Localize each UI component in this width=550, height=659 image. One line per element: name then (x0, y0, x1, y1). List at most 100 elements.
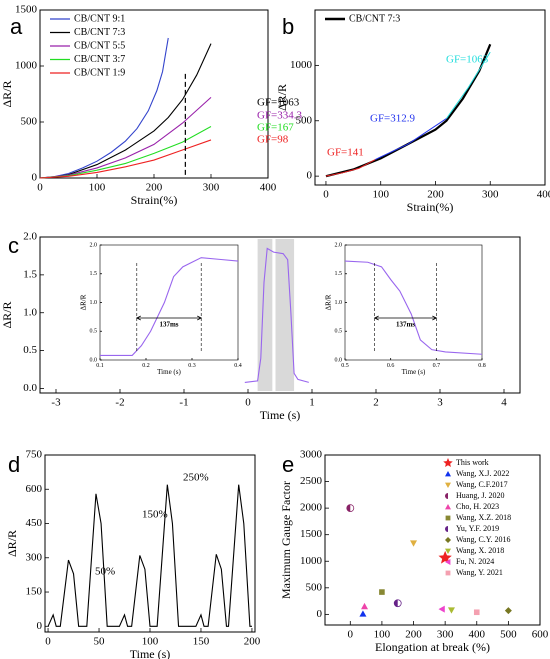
x-tick-label: 2 (373, 396, 379, 408)
x-tick-label: 50 (94, 635, 106, 647)
y-tick-label: 0.0 (23, 382, 37, 394)
y-tick-label: 3000 (300, 449, 323, 461)
legend-entry: Yu, Y.F. 2019 (456, 524, 499, 533)
x-axis-label: Time (s) (402, 368, 426, 376)
legend-entry: Wang, C.F.2017 (456, 480, 508, 489)
x-tick-label: 100 (142, 635, 159, 647)
data-point (447, 607, 455, 614)
annotation: GF=334.3 (257, 110, 303, 122)
legend-entry: This work (456, 458, 489, 467)
inset-background (345, 245, 482, 360)
x-tick-label: 0.3 (188, 363, 196, 369)
x-tick-label: 0 (37, 181, 43, 193)
x-tick-label: 0.6 (387, 363, 395, 369)
x-axis-label: Strain(%) (131, 193, 178, 207)
x-tick-label: 4 (501, 396, 507, 408)
x-axis-label: Time (s) (157, 368, 181, 376)
legend-entry: CB/CNT 3:7 (74, 54, 125, 65)
x-tick-label: 3 (437, 396, 443, 408)
x-tick-label: -3 (51, 396, 61, 408)
y-tick-label: 500 (306, 581, 323, 593)
x-tick-label: 0 (45, 635, 51, 647)
y-tick-label: 1.5 (23, 268, 37, 280)
x-axis-label: Time (s) (130, 647, 171, 659)
data-point (473, 609, 480, 616)
fit-segment (325, 159, 376, 177)
legend-entry: CB/CNT 5:5 (74, 40, 125, 51)
x-tick-label: 0.5 (341, 363, 349, 369)
legend-marker (445, 559, 451, 565)
legend-entry: Wang, X.J. 2022 (456, 469, 509, 478)
data-line (325, 43, 492, 178)
x-tick-label: 100 (89, 181, 106, 193)
fit-label: GF=312.9 (370, 113, 416, 125)
x-tick-label: 0 (348, 628, 354, 640)
legend-entry: CB/CNT 7:3 (74, 27, 125, 38)
data-line (39, 139, 212, 179)
legend-entry: Wang, C.Y. 2016 (456, 535, 511, 544)
x-tick-label: 0.7 (433, 363, 441, 369)
legend-entry: Wang, X. 2018 (456, 546, 504, 555)
panel-label: b (282, 14, 294, 39)
chart-panel: 0 50 100 150 200 0 150 300 450 600 750 Time (s) ΔR/R… (5, 449, 261, 659)
y-tick-label: 450 (26, 517, 43, 529)
legend-marker (445, 482, 451, 488)
y-tick-label: 2.0 (90, 242, 98, 248)
data-point (346, 504, 351, 512)
y-tick-label: 600 (26, 483, 43, 495)
annotation: GF=1063 (257, 97, 300, 109)
chart-panel: 0 100 200 300 400 0 500 1000 1500 Strain(%) ΔR/R a G… (0, 4, 303, 207)
y-tick-label: 1.5 (90, 271, 98, 277)
x-tick-label: 200 (427, 188, 444, 200)
fit-segment (375, 118, 447, 160)
y-axis-label: ΔR/R (275, 84, 289, 111)
y-tick-label: 750 (26, 449, 43, 461)
annotation: 150% (142, 509, 168, 521)
legend-marker (443, 458, 453, 468)
panel-label: a (10, 14, 23, 39)
annotation: 50% (95, 566, 115, 578)
annotation: GF=167 (257, 122, 294, 134)
y-axis-label: ΔR/R (5, 530, 19, 557)
x-tick-label: 200 (146, 181, 163, 193)
panel-label: d (8, 452, 20, 477)
y-tick-label: 0 (307, 170, 313, 182)
data-line (100, 257, 239, 356)
chart-panel: 0 100 200 300 400 0 500 1000 Strain(%) ΔR/R b GF=14… (275, 9, 550, 214)
x-tick-label: 400 (537, 188, 550, 200)
x-tick-label: 400 (260, 181, 277, 193)
data-line (47, 484, 252, 627)
annotation: GF=98 (257, 134, 289, 146)
data-line (39, 125, 212, 179)
y-tick-label: 0.5 (90, 329, 98, 335)
x-tick-label: 300 (203, 181, 220, 193)
chart-panel: 0 100 200 300 400 500 600 0 500 1000 1500 2000 2500 3… (279, 449, 549, 654)
x-tick-label: 0 (323, 188, 329, 200)
x-tick-label: 0.8 (478, 363, 486, 369)
x-tick-label: 0 (245, 396, 251, 408)
y-tick-label: 2.0 (23, 231, 37, 243)
x-tick-label: 300 (482, 188, 499, 200)
x-tick-label: 0.1 (96, 363, 104, 369)
plot-frame (324, 454, 541, 626)
interval-arrow (135, 315, 203, 321)
y-tick-label: 1.0 (335, 300, 343, 306)
data-point (410, 540, 418, 547)
y-tick-label: 2.0 (335, 242, 343, 248)
y-tick-label: 1500 (300, 528, 323, 540)
data-point (504, 607, 512, 615)
legend-marker (445, 537, 451, 543)
x-tick-label: 0.2 (142, 363, 150, 369)
y-tick-label: 0 (317, 608, 323, 620)
x-axis-label: Time (s) (260, 408, 301, 422)
fit-label: GF=1063 (446, 54, 489, 66)
annotation: 250% (183, 472, 209, 484)
legend-marker (445, 526, 448, 532)
x-tick-label: 1 (309, 396, 315, 408)
y-axis-label: Maximum Gauge Factor (279, 481, 293, 599)
legend-entry: Wang, X.Z. 2018 (456, 513, 511, 522)
fit-label: GF=141 (327, 147, 364, 159)
data-point (379, 589, 385, 595)
